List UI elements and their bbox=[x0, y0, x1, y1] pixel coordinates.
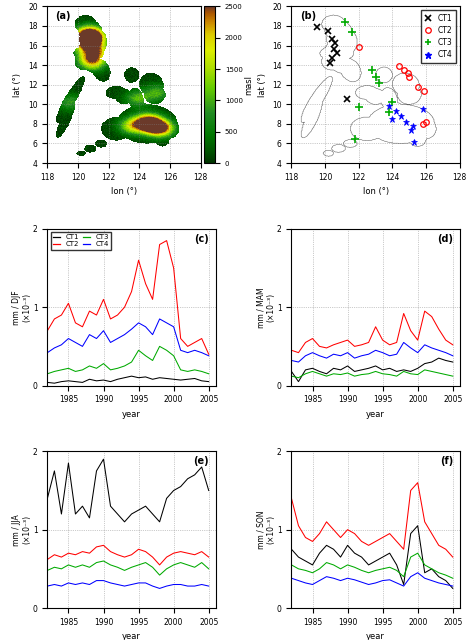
X-axis label: year: year bbox=[366, 410, 385, 419]
X-axis label: year: year bbox=[366, 632, 385, 640]
Y-axis label: lat (°): lat (°) bbox=[13, 73, 22, 97]
X-axis label: year: year bbox=[122, 410, 141, 419]
Y-axis label: masl: masl bbox=[244, 75, 253, 95]
Y-axis label: mm / DJF
(×10⁻³): mm / DJF (×10⁻³) bbox=[12, 290, 31, 324]
Y-axis label: lat (°): lat (°) bbox=[257, 73, 266, 97]
Text: (b): (b) bbox=[300, 11, 316, 21]
Text: (a): (a) bbox=[55, 11, 71, 21]
Text: (d): (d) bbox=[437, 234, 453, 244]
Text: (e): (e) bbox=[193, 456, 209, 466]
Text: (c): (c) bbox=[194, 234, 209, 244]
Y-axis label: mm / MAM
(×10⁻³): mm / MAM (×10⁻³) bbox=[256, 287, 275, 328]
X-axis label: lon (°): lon (°) bbox=[363, 188, 389, 196]
X-axis label: year: year bbox=[122, 632, 141, 640]
Text: (f): (f) bbox=[440, 456, 453, 466]
X-axis label: lon (°): lon (°) bbox=[111, 188, 137, 196]
Legend: CT1, CT2, CT3, CT4: CT1, CT2, CT3, CT4 bbox=[51, 232, 111, 250]
Legend: CT1, CT2, CT3, CT4: CT1, CT2, CT3, CT4 bbox=[421, 10, 456, 63]
Y-axis label: mm / SON
(×10⁻³): mm / SON (×10⁻³) bbox=[256, 511, 275, 549]
Y-axis label: mm / JJA
(×10⁻³): mm / JJA (×10⁻³) bbox=[12, 514, 31, 545]
